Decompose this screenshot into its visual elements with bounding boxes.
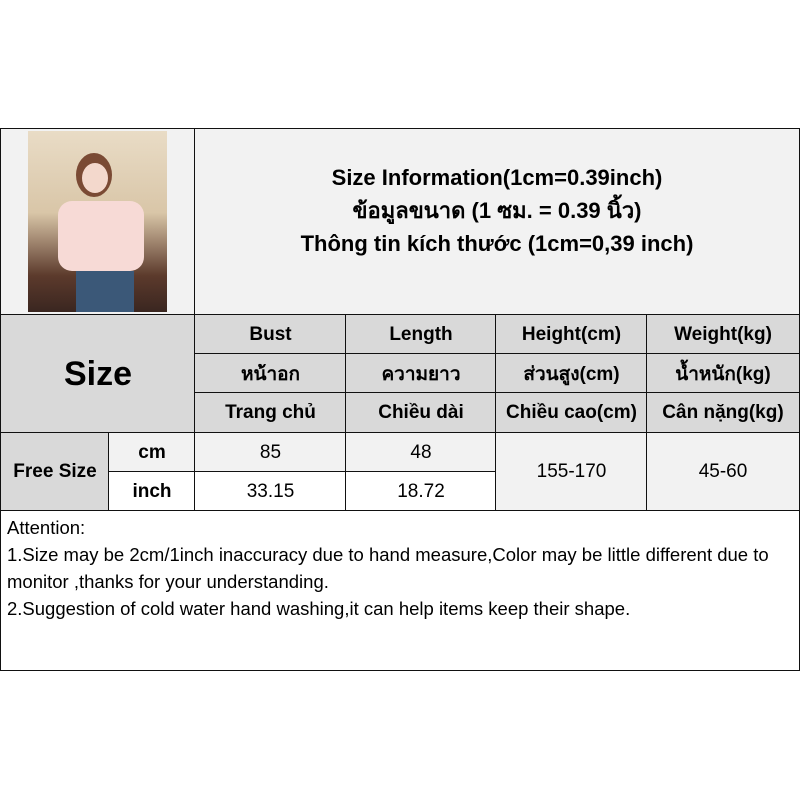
- attention-note-2: 2.Suggestion of cold water hand washing,…: [7, 598, 631, 619]
- size-header: Size: [0, 314, 196, 434]
- title-english: Size Information(1cm=0.39inch): [331, 164, 663, 190]
- col-length-th: ความยาว: [345, 353, 497, 394]
- col-bust-vi: Trang chủ: [194, 392, 347, 434]
- col-length-en: Length: [345, 314, 497, 355]
- title-thai: ข้อมูลขนาด (1 ซม. = 0.39 นิ้ว): [352, 197, 642, 223]
- weight-range: 45-60: [646, 432, 800, 512]
- size-info-title: Size Information(1cm=0.39inch) ข้อมูลขนา…: [194, 128, 800, 316]
- free-size-label: Free Size: [0, 432, 110, 512]
- col-weight-vi: Cân nặng(kg): [646, 392, 800, 434]
- col-height-vi: Chiều cao(cm): [495, 392, 648, 434]
- col-weight-en: Weight(kg): [646, 314, 800, 355]
- col-height-th: ส่วนสูง(cm): [495, 353, 648, 394]
- height-range: 155-170: [495, 432, 648, 512]
- bust-inch: 33.15: [194, 471, 347, 512]
- attention-note-1: 1.Size may be 2cm/1inch inaccuracy due t…: [7, 544, 769, 592]
- product-photo: [28, 131, 167, 312]
- length-cm: 48: [345, 432, 497, 473]
- bust-cm: 85: [194, 432, 347, 473]
- attention-heading: Attention:: [7, 517, 86, 538]
- col-height-en: Height(cm): [495, 314, 648, 355]
- unit-cm: cm: [108, 432, 196, 473]
- attention-notes: Attention: 1.Size may be 2cm/1inch inacc…: [0, 510, 800, 671]
- title-vietnamese: Thông tin kích thước (1cm=0,39 inch): [300, 230, 694, 256]
- col-weight-th: น้ำหนัก(kg): [646, 353, 800, 394]
- length-inch: 18.72: [345, 471, 497, 512]
- col-bust-th: หน้าอก: [194, 353, 347, 394]
- col-length-vi: Chiều dài: [345, 392, 497, 434]
- unit-inch: inch: [108, 471, 196, 512]
- col-bust-en: Bust: [194, 314, 347, 355]
